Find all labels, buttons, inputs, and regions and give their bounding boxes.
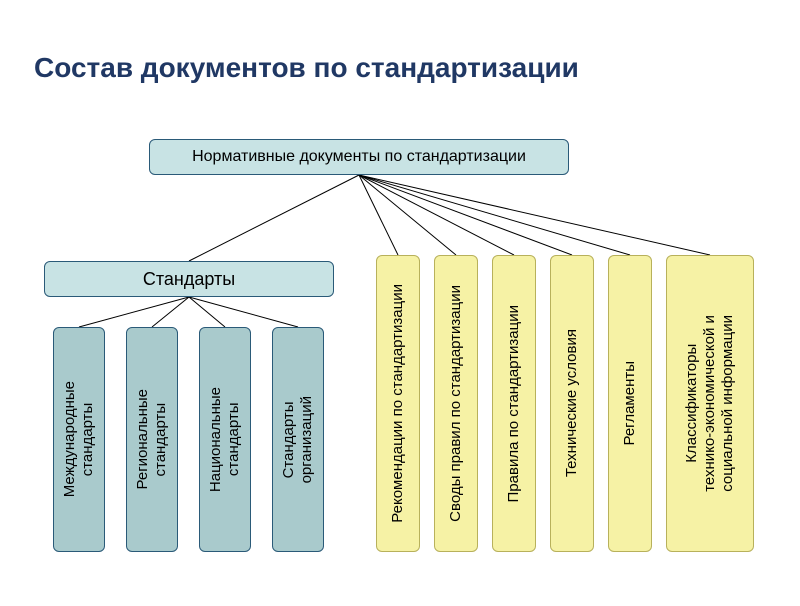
yellow-child-node: Технические условия bbox=[550, 255, 594, 552]
page-title: Состав документов по стандартизации bbox=[34, 52, 579, 84]
standards-child-node: Стандарты организаций bbox=[272, 327, 324, 552]
root-node-label: Нормативные документы по стандартизации bbox=[192, 148, 526, 166]
standards-child-node: Региональные стандарты bbox=[126, 327, 178, 552]
standards-node-label: Стандарты bbox=[143, 269, 235, 290]
yellow-child-label: Технические условия bbox=[563, 329, 581, 477]
yellow-child-label: Правила по стандартизации bbox=[505, 305, 523, 502]
yellow-child-node: Своды правил по стандартизации bbox=[434, 255, 478, 552]
yellow-child-label: Регламенты bbox=[621, 361, 639, 446]
yellow-child-label: Классификаторы технико-экономической и с… bbox=[683, 315, 737, 492]
yellow-child-node: Правила по стандартизации bbox=[492, 255, 536, 552]
standards-child-label: Стандарты организаций bbox=[280, 396, 316, 483]
standards-child-node: Международные стандарты bbox=[53, 327, 105, 552]
root-node: Нормативные документы по стандартизации bbox=[149, 139, 569, 175]
yellow-child-node: Рекомендации по стандартизации bbox=[376, 255, 420, 552]
yellow-child-node: Классификаторы технико-экономической и с… bbox=[666, 255, 754, 552]
standards-child-label: Международные стандарты bbox=[61, 381, 97, 497]
yellow-child-label: Рекомендации по стандартизации bbox=[389, 284, 407, 523]
standards-child-label: Региональные стандарты bbox=[134, 389, 170, 489]
standards-node: Стандарты bbox=[44, 261, 334, 297]
standards-child-node: Национальные стандарты bbox=[199, 327, 251, 552]
yellow-child-node: Регламенты bbox=[608, 255, 652, 552]
yellow-child-label: Своды правил по стандартизации bbox=[447, 285, 465, 522]
standards-child-label: Национальные стандарты bbox=[207, 387, 243, 492]
